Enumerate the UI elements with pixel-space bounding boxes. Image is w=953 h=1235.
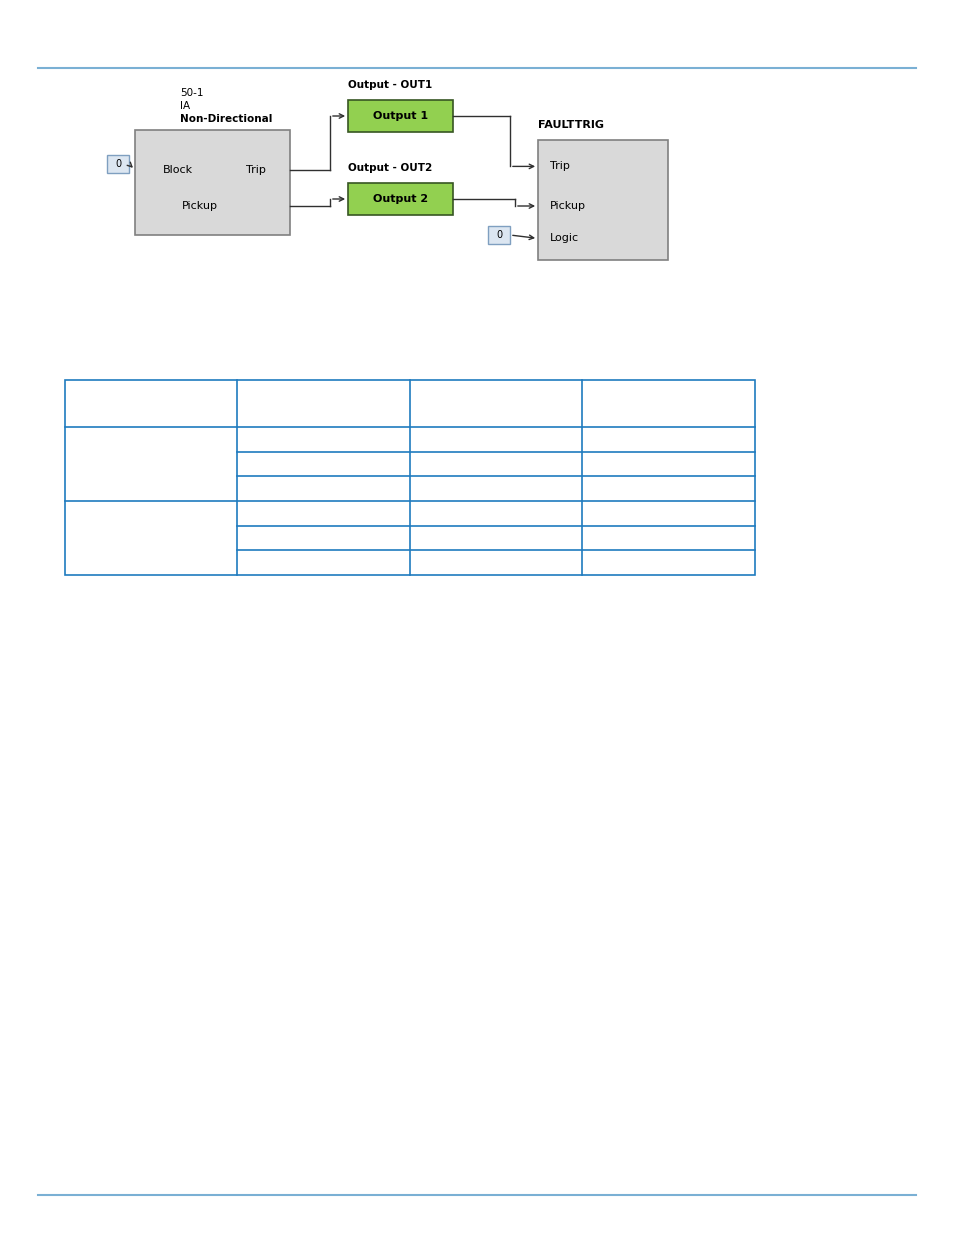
Text: Trip: Trip bbox=[246, 165, 266, 175]
Bar bbox=[488, 226, 510, 245]
Text: Output - OUT1: Output - OUT1 bbox=[348, 80, 432, 90]
Bar bbox=[65, 380, 754, 576]
Text: Output 1: Output 1 bbox=[373, 111, 428, 121]
Text: Block: Block bbox=[163, 165, 193, 175]
Text: Trip: Trip bbox=[550, 162, 569, 172]
Text: 0: 0 bbox=[496, 230, 501, 240]
Text: Pickup: Pickup bbox=[182, 200, 218, 211]
Bar bbox=[348, 183, 453, 215]
Bar bbox=[537, 140, 667, 261]
Text: IA: IA bbox=[180, 101, 190, 111]
Text: 0: 0 bbox=[114, 159, 121, 169]
Text: 50-1: 50-1 bbox=[180, 88, 203, 98]
Text: Output - OUT2: Output - OUT2 bbox=[348, 163, 432, 173]
Text: FAULTTRIG: FAULTTRIG bbox=[537, 120, 603, 130]
Text: Output 2: Output 2 bbox=[373, 194, 428, 204]
Bar bbox=[135, 130, 290, 235]
Bar bbox=[107, 156, 129, 173]
Text: Logic: Logic bbox=[550, 233, 578, 243]
Text: Pickup: Pickup bbox=[550, 201, 585, 211]
Text: Non-Directional: Non-Directional bbox=[180, 114, 273, 124]
Bar bbox=[348, 100, 453, 132]
